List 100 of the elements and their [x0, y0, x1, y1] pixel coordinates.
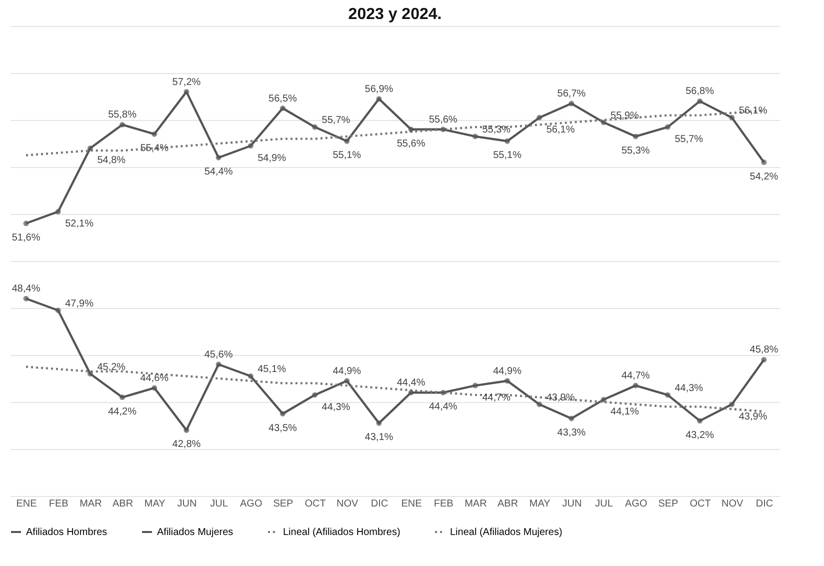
data-label: 56,8% — [686, 86, 714, 98]
x-tick-label: MAR — [80, 498, 102, 510]
data-label: 42,8% — [172, 439, 201, 450]
point — [697, 98, 703, 104]
point — [152, 131, 158, 137]
x-tick-label: MAR — [464, 498, 487, 510]
point — [55, 208, 61, 214]
point — [312, 124, 318, 130]
data-label: 44,1% — [610, 406, 640, 418]
legend-label: Afiliados Hombres — [26, 527, 108, 538]
point — [568, 416, 574, 422]
data-label: 43,9% — [546, 392, 575, 404]
x-tick-label: FEB — [434, 498, 454, 510]
point — [729, 402, 735, 408]
data-label: 44,4% — [396, 378, 426, 389]
point — [568, 100, 574, 106]
point — [120, 394, 126, 400]
point — [55, 308, 61, 314]
x-tick-label: NOV — [722, 498, 744, 510]
x-tick-label: JUN — [562, 498, 582, 510]
data-label: 54,4% — [204, 166, 233, 178]
point — [729, 114, 735, 120]
x-tick-label: MAY — [529, 498, 551, 510]
point — [536, 402, 542, 408]
data-label: 47,9% — [65, 298, 94, 310]
point — [440, 390, 446, 396]
x-tick-label: ENE — [401, 498, 422, 510]
data-label: 55,7% — [322, 115, 350, 126]
data-label: 52,1% — [65, 218, 94, 230]
point — [216, 154, 222, 160]
data-label: 55,9% — [610, 110, 640, 122]
data-label: 45,8% — [750, 344, 778, 356]
point — [376, 96, 382, 102]
point — [23, 296, 29, 302]
point — [600, 120, 606, 126]
point — [248, 373, 254, 379]
x-tick-label: ABR — [112, 498, 134, 510]
point — [632, 134, 638, 140]
point — [312, 392, 318, 398]
point — [344, 378, 350, 384]
x-tick-label: DIC — [756, 498, 774, 510]
point — [87, 371, 93, 377]
point — [408, 126, 414, 132]
point — [376, 420, 382, 426]
data-label: 55,1% — [332, 150, 362, 162]
x-tick-label: FEB — [48, 498, 69, 510]
data-label: 57,2% — [172, 76, 201, 88]
data-label: 56,9% — [364, 84, 394, 95]
data-label: 56,7% — [557, 88, 586, 100]
data-label: 45,6% — [204, 349, 233, 360]
data-label: 54,8% — [97, 155, 126, 166]
data-label: 54,2% — [750, 171, 778, 182]
point — [761, 160, 767, 166]
data-label: 55,3% — [482, 124, 511, 136]
data-label: 56,1% — [546, 124, 575, 136]
point — [472, 134, 478, 140]
legend-label: Lineal (Afiliados Mujeres) — [450, 527, 562, 538]
data-label: 45,1% — [258, 364, 286, 376]
data-label: 55,7% — [674, 134, 704, 146]
chart-title: 2023 y 2024. — [348, 6, 442, 23]
data-label: 44,7% — [621, 370, 650, 382]
point — [664, 392, 670, 398]
x-tick-label: NOV — [336, 498, 359, 510]
point — [120, 122, 126, 128]
x-tick-label: JUN — [177, 498, 197, 510]
data-label: 43,1% — [364, 432, 394, 444]
data-label: 44,9% — [493, 366, 522, 377]
point — [280, 411, 286, 416]
data-label: 51,6% — [12, 232, 40, 244]
x-tick-label: ENE — [16, 498, 38, 510]
data-label: 43,3% — [557, 427, 586, 438]
x-tick-label: MAY — [144, 498, 166, 510]
x-tick-label: AGO — [240, 498, 262, 510]
point — [248, 143, 254, 149]
data-label: 48,4% — [12, 284, 40, 295]
point — [87, 145, 93, 151]
point — [504, 138, 510, 144]
x-tick-label: OCT — [690, 498, 711, 510]
data-label: 44,7% — [482, 392, 511, 404]
data-label: 55,6% — [396, 138, 426, 150]
data-label: 44,4% — [428, 402, 458, 413]
data-label: 44,6% — [140, 372, 169, 384]
point — [472, 382, 478, 388]
x-tick-label: OCT — [304, 498, 326, 510]
point — [344, 138, 350, 144]
data-label: 44,3% — [322, 402, 350, 413]
legend-label: Lineal (Afiliados Hombres) — [283, 527, 400, 538]
data-label: 56,5% — [268, 93, 297, 104]
data-label: 54,9% — [258, 152, 286, 164]
x-tick-label: JUL — [210, 498, 228, 510]
data-label: 44,2% — [108, 406, 137, 418]
data-label: 45,2% — [97, 362, 126, 373]
point — [152, 385, 158, 391]
data-label: 55,3% — [621, 145, 650, 156]
point — [216, 362, 222, 368]
x-tick-label: JUL — [595, 498, 614, 510]
point — [697, 418, 703, 424]
x-tick-label: SEP — [273, 498, 294, 510]
point — [440, 126, 446, 132]
point — [632, 382, 638, 388]
